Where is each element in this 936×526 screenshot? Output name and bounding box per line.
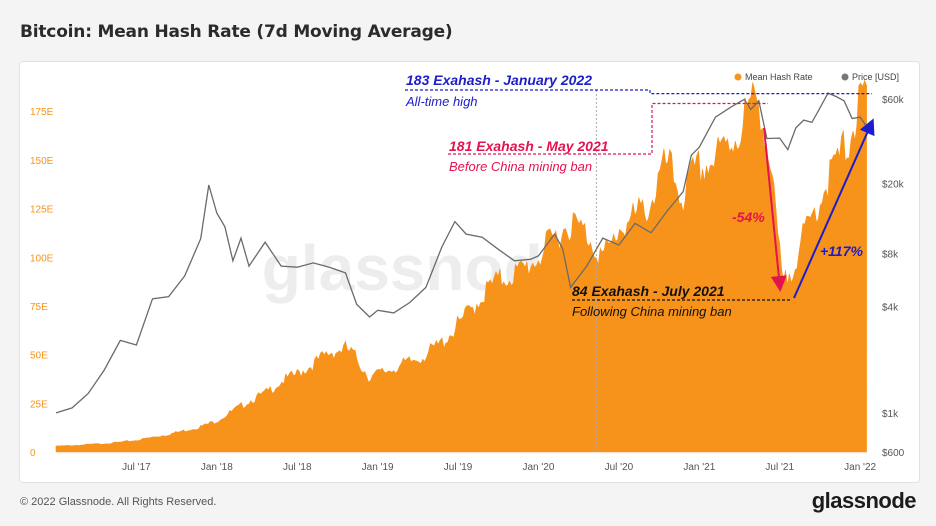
decline-arrow: [763, 127, 787, 292]
annotation-ath-title: 183 Exahash - January 2022: [406, 72, 592, 88]
mean-hash-rate-area: [55, 79, 867, 453]
right-axis-tick: $60k: [882, 95, 905, 106]
x-axis-tick: Jan '19: [362, 462, 394, 473]
x-axis-tick: Jul '20: [605, 462, 634, 473]
left-axis-tick: 0: [30, 448, 36, 459]
x-axis-tick: Jul '18: [283, 462, 312, 473]
right-axis-tick: $600: [882, 448, 905, 459]
left-axis-tick: 125E: [30, 205, 54, 216]
x-axis-tick: Jul '19: [444, 462, 473, 473]
recovery-arrow: [793, 118, 875, 299]
x-axis-tick: Jan '20: [523, 462, 555, 473]
left-axis-tick: 50E: [30, 351, 48, 362]
hash-rate-chart[interactable]: glassnode025E50E75E100E125E150E175E$600$…: [20, 62, 919, 482]
annotation-july-title: 84 Exahash - July 2021: [572, 283, 725, 299]
left-axis-tick: 100E: [30, 253, 54, 264]
x-axis-tick: Jan '21: [683, 462, 715, 473]
copyright-notice: © 2022 Glassnode. All Rights Reserved.: [20, 496, 217, 508]
brand-logo[interactable]: glassnode: [811, 488, 917, 513]
legend-hash-dot: [734, 73, 742, 81]
annotation-may-subtitle: Before China mining ban: [449, 159, 592, 174]
annotation-may-title: 181 Exahash - May 2021: [449, 138, 609, 154]
legend-hash-label: Mean Hash Rate: [745, 72, 813, 82]
x-axis-tick: Jan '22: [844, 462, 876, 473]
decline-label: -54%: [732, 209, 765, 225]
legend-price-label: Price [USD]: [852, 72, 899, 82]
left-axis-tick: 75E: [30, 302, 48, 313]
recovery-label: +117%: [820, 243, 863, 259]
chart-panel: glassnode 0 25E 50E 75E 100E 125E 150E 175E $600 $…: [19, 61, 920, 483]
left-axis-tick: 25E: [30, 399, 48, 410]
page-title: Bitcoin: Mean Hash Rate (7d Moving Avera…: [20, 22, 453, 42]
price-line: [55, 92, 868, 414]
x-axis-tick: Jul '17: [122, 462, 151, 473]
right-axis-tick: $8k: [882, 250, 899, 261]
right-axis-tick: $1k: [882, 409, 899, 420]
left-axis-tick: 150E: [30, 156, 54, 167]
left-axis-tick: 175E: [30, 107, 54, 118]
x-axis-tick: Jan '18: [201, 462, 233, 473]
may-dashed-connector: [448, 102, 768, 155]
ath-dashed-connector: [405, 89, 872, 95]
x-axis-tick: Jul '21: [765, 462, 794, 473]
right-axis-tick: $4k: [882, 303, 899, 314]
right-axis-tick: $20k: [882, 179, 905, 190]
legend-price-dot: [841, 73, 849, 81]
annotation-ath-subtitle: All-time high: [405, 94, 478, 109]
annotation-july-subtitle: Following China mining ban: [572, 304, 732, 319]
